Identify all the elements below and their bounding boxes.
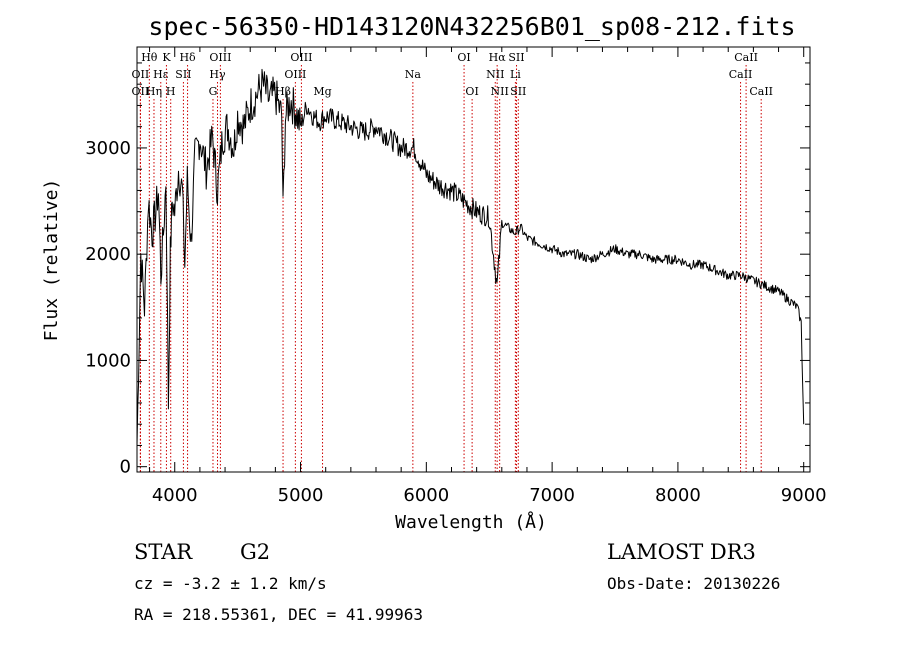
x-axis-title: Wavelength (Å) (395, 511, 547, 533)
y-tick-label-0: 0 (120, 457, 131, 478)
x-axis: 4000 5000 6000 7000 8000 9000 (149, 47, 827, 506)
line-label-19: Hα (489, 51, 507, 64)
y-tick-label-1: 1000 (85, 350, 131, 371)
spectrum-series (136, 68, 805, 446)
line-label-11: G (209, 85, 218, 98)
x-tick-label-5: 9000 (781, 485, 827, 506)
line-label-4: K (162, 51, 171, 64)
line-label-7: SII (175, 68, 191, 81)
line-label-8: Hδ (179, 51, 196, 64)
survey-name: LAMOST DR3 (607, 540, 756, 564)
y-axis: 0 1000 2000 3000 (85, 62, 810, 478)
plot-frame (136, 46, 811, 473)
object-class: STAR (134, 540, 193, 564)
observation-date: Obs-Date: 20130226 (607, 574, 780, 593)
line-label-10: Hγ (209, 68, 226, 81)
line-label-20: NII (486, 68, 504, 81)
object-subclass: G2 (240, 540, 270, 564)
line-label-26: CaII (729, 68, 753, 81)
line-label-22: SII (508, 51, 524, 64)
line-label-9: OIII (209, 51, 231, 64)
line-label-25: CaII (734, 51, 758, 64)
x-tick-label-2: 6000 (403, 485, 449, 506)
line-label-17: OI (457, 51, 470, 64)
line-label-24: SII (510, 85, 526, 98)
redshift-value: cz = -3.2 ± 1.2 km/s (134, 574, 327, 593)
line-label-1: OII (132, 68, 150, 81)
x-tick-label-3: 7000 (529, 485, 575, 506)
line-label-0: Hθ (141, 51, 158, 64)
spectrum-line (136, 68, 805, 446)
x-tick-label-4: 8000 (655, 485, 701, 506)
line-label-15: Mg (313, 85, 331, 98)
chart-title: spec-56350-HD143120N432256B01_sp08-212.f… (148, 12, 795, 41)
line-label-27: CaII (749, 85, 773, 98)
x-tick-label-0: 4000 (152, 485, 198, 506)
line-label-6: Hη (146, 85, 162, 98)
spectral-line-markers (139, 65, 762, 472)
y-axis-title: Flux (relative) (41, 179, 62, 342)
line-label-16: Na (405, 68, 422, 81)
line-label-18: OI (465, 85, 478, 98)
line-label-2: OII (132, 85, 150, 98)
line-label-5: H (166, 85, 176, 98)
line-label-21: NII (491, 85, 509, 98)
line-label-23: Li (510, 68, 521, 81)
y-tick-label-2: 2000 (85, 244, 131, 265)
line-label-14: OIII (290, 51, 312, 64)
coordinates: RA = 218.55361, DEC = 41.99963 (134, 605, 423, 624)
line-label-13: OIII (284, 68, 306, 81)
y-tick-label-3: 3000 (85, 138, 131, 159)
line-label-3: Hε (153, 68, 169, 81)
x-tick-label-1: 5000 (278, 485, 324, 506)
